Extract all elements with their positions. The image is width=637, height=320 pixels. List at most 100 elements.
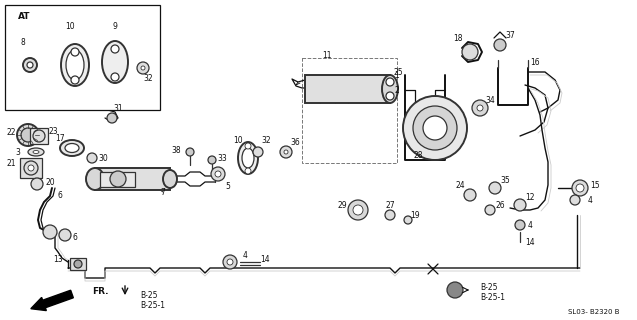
- Circle shape: [477, 105, 483, 111]
- Text: 30: 30: [98, 154, 108, 163]
- Text: 18: 18: [454, 34, 462, 43]
- FancyArrow shape: [31, 290, 73, 311]
- Circle shape: [485, 205, 495, 215]
- Circle shape: [27, 62, 33, 68]
- Circle shape: [107, 113, 117, 123]
- Bar: [100, 172, 135, 187]
- Circle shape: [137, 62, 149, 74]
- Text: 14: 14: [525, 237, 535, 246]
- Circle shape: [494, 39, 506, 51]
- Circle shape: [386, 78, 394, 86]
- Circle shape: [576, 184, 584, 192]
- Text: 4: 4: [527, 220, 533, 229]
- Circle shape: [572, 180, 588, 196]
- Circle shape: [21, 128, 35, 142]
- Text: 36: 36: [290, 138, 300, 147]
- Circle shape: [28, 165, 34, 171]
- Circle shape: [215, 171, 221, 177]
- Circle shape: [515, 220, 525, 230]
- Circle shape: [87, 153, 97, 163]
- Circle shape: [111, 73, 119, 81]
- Ellipse shape: [28, 148, 44, 156]
- Text: 16: 16: [530, 58, 540, 67]
- Text: AT: AT: [18, 12, 31, 20]
- Text: 10: 10: [65, 21, 75, 30]
- Circle shape: [245, 168, 251, 174]
- Text: 15: 15: [590, 180, 600, 189]
- Text: 35: 35: [500, 175, 510, 185]
- Circle shape: [211, 167, 225, 181]
- Circle shape: [31, 178, 43, 190]
- Circle shape: [43, 225, 57, 239]
- Text: 21: 21: [6, 158, 16, 167]
- Circle shape: [570, 195, 580, 205]
- Text: 4: 4: [587, 196, 592, 204]
- Text: 37: 37: [505, 30, 515, 39]
- Text: B-25-1: B-25-1: [480, 293, 505, 302]
- Circle shape: [245, 143, 251, 149]
- Text: 26: 26: [495, 201, 505, 210]
- Circle shape: [17, 124, 39, 146]
- Text: 23: 23: [48, 126, 58, 135]
- Circle shape: [284, 150, 288, 154]
- Text: 38: 38: [171, 146, 181, 155]
- Text: 20: 20: [45, 178, 55, 187]
- Text: 33: 33: [217, 154, 227, 163]
- Ellipse shape: [382, 75, 398, 103]
- Text: 29: 29: [337, 201, 347, 210]
- Bar: [70, 258, 86, 270]
- Ellipse shape: [242, 148, 254, 168]
- Text: B-25: B-25: [140, 291, 157, 300]
- Ellipse shape: [65, 143, 79, 153]
- Circle shape: [71, 76, 79, 84]
- Text: 5: 5: [225, 181, 231, 190]
- Text: 24: 24: [455, 180, 465, 189]
- Circle shape: [385, 210, 395, 220]
- Circle shape: [71, 48, 79, 56]
- Bar: [305, 75, 390, 103]
- Circle shape: [208, 156, 216, 164]
- Text: 2: 2: [395, 85, 399, 94]
- Circle shape: [227, 259, 233, 265]
- Text: 8: 8: [20, 37, 25, 46]
- Bar: [20, 158, 42, 178]
- Text: B-25-1: B-25-1: [140, 300, 165, 309]
- Text: 19: 19: [410, 211, 420, 220]
- Ellipse shape: [33, 150, 39, 154]
- Text: 25: 25: [393, 68, 403, 76]
- Circle shape: [472, 100, 488, 116]
- Text: 7: 7: [161, 188, 166, 196]
- Text: 12: 12: [526, 193, 534, 202]
- Text: 32: 32: [261, 135, 271, 145]
- Ellipse shape: [86, 168, 104, 190]
- Circle shape: [447, 282, 463, 298]
- Ellipse shape: [102, 41, 128, 83]
- Text: 6: 6: [73, 233, 78, 242]
- Circle shape: [514, 199, 526, 211]
- Text: 13: 13: [53, 255, 63, 265]
- Text: 28: 28: [413, 150, 423, 159]
- Circle shape: [23, 58, 37, 72]
- Text: 3: 3: [15, 148, 20, 156]
- Text: 9: 9: [113, 21, 117, 30]
- Text: SL03- B2320 B: SL03- B2320 B: [568, 309, 620, 315]
- Circle shape: [223, 255, 237, 269]
- Text: 14: 14: [260, 255, 270, 265]
- Bar: [95, 168, 170, 190]
- Text: 6: 6: [57, 190, 62, 199]
- Circle shape: [186, 148, 194, 156]
- Circle shape: [253, 147, 263, 157]
- Text: B-25: B-25: [480, 283, 497, 292]
- Text: 34: 34: [485, 95, 495, 105]
- Circle shape: [74, 260, 82, 268]
- Ellipse shape: [163, 170, 177, 188]
- Circle shape: [59, 229, 71, 241]
- Bar: [30, 128, 48, 144]
- Text: FR.: FR.: [92, 287, 108, 297]
- Circle shape: [280, 146, 292, 158]
- Ellipse shape: [61, 44, 89, 86]
- Circle shape: [111, 45, 119, 53]
- Circle shape: [348, 200, 368, 220]
- Text: 31: 31: [113, 103, 123, 113]
- Text: 10: 10: [233, 135, 243, 145]
